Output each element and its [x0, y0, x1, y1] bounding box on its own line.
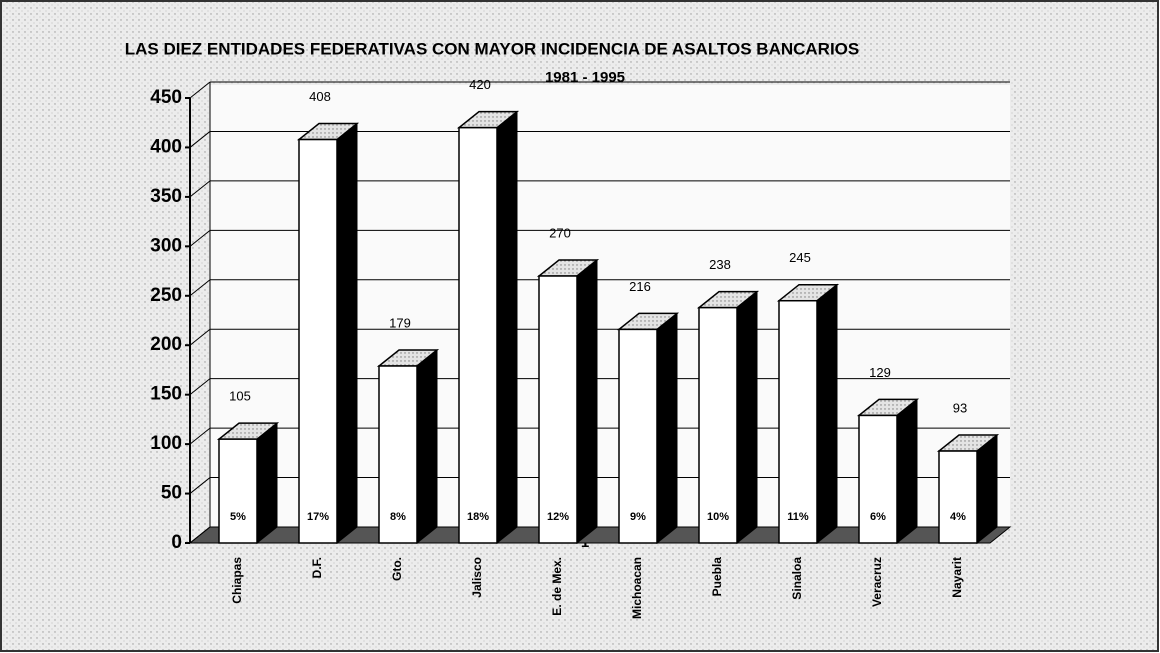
percent-label: 10% — [707, 511, 729, 523]
value-label: 238 — [709, 257, 731, 272]
grid-line — [189, 229, 211, 247]
x-tick-label: D.F. — [310, 557, 324, 578]
percent-label: 6% — [870, 511, 886, 523]
bar — [538, 275, 578, 544]
x-tick-label: E. de Mex. — [550, 557, 564, 616]
y-tick-label: 300 — [150, 235, 182, 256]
x-tick-label: Michoacan — [630, 557, 644, 619]
grid-line — [189, 131, 211, 148]
bar — [378, 365, 418, 544]
grid-line — [189, 180, 211, 198]
grid-line — [189, 328, 211, 346]
percent-label: 12% — [547, 511, 569, 523]
percent-label: 9% — [630, 511, 646, 523]
bar-side — [976, 433, 998, 545]
grid-line — [189, 477, 211, 494]
y-tick-label: 250 — [150, 285, 182, 306]
x-tick-label: Nayarit — [950, 557, 964, 598]
value-label: 105 — [229, 389, 251, 404]
x-tick-label: Jalisco — [470, 557, 484, 598]
y-tick-label: 0 — [171, 532, 182, 553]
y-tick-label: 50 — [161, 483, 182, 504]
grid-line — [189, 427, 211, 445]
percent-label: 8% — [390, 511, 406, 523]
bar — [298, 138, 338, 544]
bar-side — [816, 283, 838, 545]
x-tick-label: Chiapas — [230, 557, 244, 604]
x-tick-label: Puebla — [710, 557, 724, 597]
value-label: 129 — [869, 365, 891, 380]
bar — [858, 414, 898, 544]
value-label: 179 — [389, 315, 411, 330]
percent-label: 18% — [467, 511, 489, 523]
y-tick-label: 350 — [150, 186, 182, 207]
y-tick-label: 450 — [150, 87, 182, 108]
percent-label: 4% — [950, 511, 966, 523]
bar — [778, 299, 818, 544]
bar-side — [736, 290, 758, 545]
bar-side — [656, 312, 678, 545]
bar — [458, 126, 498, 544]
value-label: 93 — [953, 400, 967, 415]
y-tick-label: 200 — [150, 334, 182, 355]
percent-label: 17% — [307, 511, 329, 523]
grid-line — [189, 279, 211, 297]
bar-side — [896, 398, 918, 545]
x-tick-label: Gto. — [390, 557, 404, 581]
value-label: 408 — [309, 89, 331, 104]
percent-label: 5% — [230, 511, 246, 523]
y-tick-label: 400 — [150, 136, 182, 157]
percent-label: 11% — [787, 511, 809, 523]
x-tick-label: Veracruz — [870, 557, 884, 607]
bar-side — [576, 258, 598, 545]
bar — [618, 328, 658, 544]
grid-line — [189, 81, 211, 99]
x-tick-label: Sinaloa — [790, 557, 804, 600]
value-label: 245 — [789, 250, 811, 265]
y-tick-label: 100 — [150, 433, 182, 454]
bar — [218, 438, 258, 544]
bar-side — [416, 348, 438, 545]
bar-side — [496, 110, 518, 545]
value-label: 270 — [549, 225, 571, 240]
bar — [698, 306, 738, 544]
y-tick-label: 150 — [150, 384, 182, 405]
value-label: 420 — [469, 77, 491, 92]
chart-subtitle: 1981 - 1995 — [545, 69, 625, 86]
bar — [938, 450, 978, 544]
chart-title: LAS DIEZ ENTIDADES FEDERATIVAS CON MAYOR… — [125, 39, 860, 58]
grid-line — [189, 526, 211, 544]
grid-line — [189, 378, 211, 396]
value-label: 216 — [629, 279, 651, 294]
bar-side — [336, 122, 358, 545]
bar-side — [256, 422, 278, 545]
